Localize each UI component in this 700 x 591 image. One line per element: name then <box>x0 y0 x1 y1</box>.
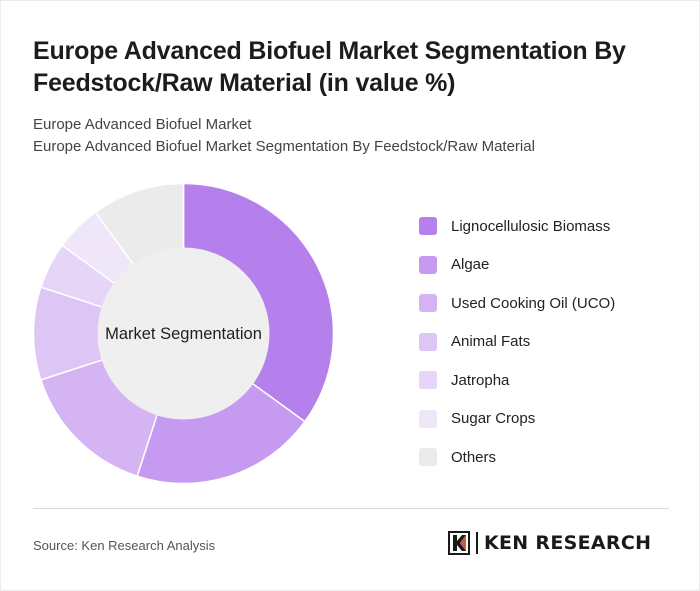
source-note: Source: Ken Research Analysis <box>33 538 216 553</box>
donut-chart: Market Segmentation <box>32 182 335 485</box>
legend-item: Lignocellulosic Biomass <box>419 207 615 246</box>
logo-separator <box>476 532 478 554</box>
legend-item: Jatropha <box>419 361 615 400</box>
subtitle-line-2: Europe Advanced Biofuel Market Segmentat… <box>33 138 535 155</box>
legend-item: Animal Fats <box>419 323 615 362</box>
chart-subtitle: Europe Advanced Biofuel Market Europe Ad… <box>33 114 535 158</box>
chart-title: Europe Advanced Biofuel Market Segmentat… <box>33 37 626 97</box>
legend-item: Used Cooking Oil (UCO) <box>419 284 615 323</box>
donut-hole <box>97 247 270 420</box>
legend-swatch <box>419 294 437 313</box>
legend-label: Jatropha <box>451 371 510 389</box>
legend-item: Algae <box>419 246 615 285</box>
legend-label: Used Cooking Oil (UCO) <box>451 294 616 312</box>
legend-label: Algae <box>451 256 490 274</box>
ken-logo-icon <box>448 531 470 555</box>
legend-swatch <box>419 409 437 428</box>
legend-label: Sugar Crops <box>451 410 536 428</box>
legend-item: Others <box>419 438 615 477</box>
legend-swatch <box>419 332 437 351</box>
legend-swatch <box>419 448 437 467</box>
ken-research-logo: KEN RESEARCH <box>448 531 651 555</box>
subtitle-line-1: Europe Advanced Biofuel Market <box>33 116 252 133</box>
legend-swatch <box>419 371 437 390</box>
legend-swatch <box>419 255 437 274</box>
legend-label: Lignocellulosic Biomass <box>451 217 611 235</box>
legend-label: Animal Fats <box>451 333 531 351</box>
legend-item: Sugar Crops <box>419 400 615 439</box>
logo-wordmark: KEN RESEARCH <box>484 532 652 554</box>
donut-center-label: Market Segmentation <box>105 325 262 343</box>
footer-divider <box>33 508 669 509</box>
legend-swatch <box>419 217 437 236</box>
chart-legend: Lignocellulosic Biomass Algae Used Cooking… <box>419 207 615 477</box>
legend-label: Others <box>451 448 497 466</box>
